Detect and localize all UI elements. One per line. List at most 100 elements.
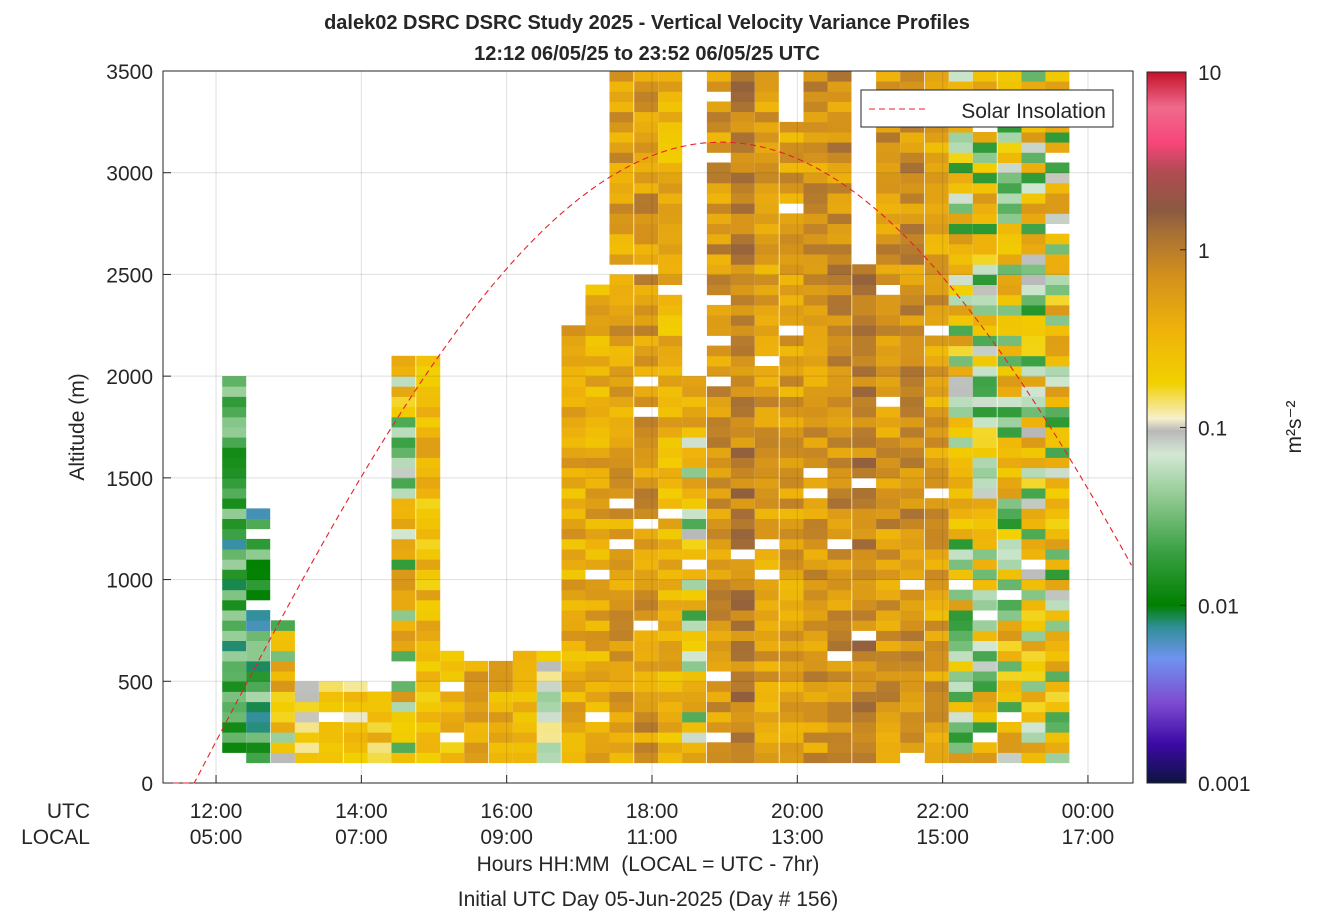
heatmap-cell xyxy=(706,457,731,469)
heatmap-cell xyxy=(706,264,731,275)
heatmap-cell xyxy=(1045,732,1070,743)
heatmap-cell xyxy=(270,752,295,764)
colorbar-tick-label: 0.1 xyxy=(1198,418,1227,441)
heatmap-cell xyxy=(730,264,755,275)
heatmap-cell xyxy=(416,599,441,611)
heatmap-cell xyxy=(754,488,779,499)
heatmap-cell xyxy=(609,233,634,245)
heatmap-cell xyxy=(972,660,997,672)
heatmap-cell xyxy=(972,559,997,570)
heatmap-cell xyxy=(464,681,489,692)
heatmap-cell xyxy=(658,355,683,367)
heatmap-cell xyxy=(803,549,828,560)
heatmap-cell xyxy=(852,498,877,509)
heatmap-cell xyxy=(416,376,441,387)
heatmap-cell xyxy=(997,477,1022,489)
heatmap-cell xyxy=(634,579,659,591)
heatmap-cell xyxy=(827,376,852,387)
heatmap-cell xyxy=(997,620,1022,631)
heatmap-cell xyxy=(876,142,901,153)
heatmap-cell xyxy=(852,457,877,469)
heatmap-cell xyxy=(682,660,707,672)
heatmap-cell xyxy=(827,711,852,723)
heatmap-cell xyxy=(900,488,925,499)
heatmap-cell xyxy=(852,467,877,479)
heatmap-cell xyxy=(1045,447,1070,458)
heatmap-cell xyxy=(1021,681,1046,692)
heatmap-cell xyxy=(416,528,441,540)
heatmap-cell xyxy=(827,152,852,163)
heatmap-cell xyxy=(948,223,973,235)
heatmap-cell xyxy=(634,111,659,123)
heatmap-cell xyxy=(948,396,973,408)
heatmap-cell xyxy=(779,304,804,316)
heatmap-cell xyxy=(294,742,319,753)
heatmap-cell xyxy=(246,640,271,652)
heatmap-cell xyxy=(488,742,513,753)
heatmap-cell xyxy=(900,457,925,469)
heatmap-cell xyxy=(416,742,441,753)
heatmap-cell xyxy=(852,538,877,550)
heatmap-cell xyxy=(658,376,683,387)
heatmap-cell xyxy=(658,427,683,438)
heatmap-cell xyxy=(876,335,901,347)
heatmap-cell xyxy=(1021,457,1046,469)
heatmap-cell xyxy=(924,722,949,733)
heatmap-cell xyxy=(391,498,416,509)
heatmap-cell xyxy=(779,528,804,540)
heatmap-cell xyxy=(852,366,877,377)
legend-label: Solar Insolation xyxy=(961,100,1106,123)
heatmap-cell xyxy=(1021,233,1046,245)
heatmap-cell xyxy=(706,508,731,519)
x-tick-label-utc: 18:00 xyxy=(626,800,679,823)
heatmap-cell xyxy=(222,701,247,713)
heatmap-cell xyxy=(222,457,247,469)
heatmap-cell xyxy=(658,193,683,204)
heatmap-cell xyxy=(561,549,586,560)
heatmap-cell xyxy=(948,437,973,448)
heatmap-cell xyxy=(634,732,659,743)
heatmap-cell xyxy=(900,366,925,377)
heatmap-cell xyxy=(609,599,634,611)
heatmap-cell xyxy=(876,508,901,519)
heatmap-cell xyxy=(803,732,828,743)
heatmap-cell xyxy=(391,681,416,692)
heatmap-cell xyxy=(754,142,779,153)
heatmap-cell xyxy=(658,447,683,458)
heatmap-cell xyxy=(706,132,731,143)
chart-subtitle: 12:12 06/05/25 to 23:52 06/05/25 UTC xyxy=(474,43,820,65)
heatmap-cell xyxy=(827,304,852,316)
heatmap-cell xyxy=(634,691,659,703)
heatmap-cell xyxy=(730,366,755,377)
heatmap-cell xyxy=(222,722,247,733)
heatmap-cell xyxy=(972,233,997,245)
heatmap-cell xyxy=(803,223,828,235)
heatmap-cell xyxy=(852,752,877,764)
heatmap-cell xyxy=(561,518,586,530)
colorbar-tick-label: 0.001 xyxy=(1198,773,1251,796)
heatmap-cell xyxy=(585,559,610,570)
heatmap-cell xyxy=(924,223,949,235)
heatmap-cell xyxy=(900,274,925,285)
heatmap-cell xyxy=(1045,569,1070,580)
heatmap-cell xyxy=(1045,325,1070,336)
heatmap-cell xyxy=(634,752,659,764)
heatmap-cell xyxy=(779,274,804,285)
heatmap-cell xyxy=(682,467,707,479)
heatmap-cell xyxy=(948,660,973,672)
heatmap-cell xyxy=(754,427,779,438)
heatmap-cell xyxy=(246,732,271,743)
heatmap-cell xyxy=(779,467,804,479)
heatmap-cell xyxy=(803,182,828,194)
heatmap-cell xyxy=(391,630,416,641)
heatmap-cell xyxy=(852,518,877,530)
heatmap-cell xyxy=(609,223,634,235)
heatmap-cell xyxy=(779,182,804,194)
heatmap-cell xyxy=(246,711,271,723)
heatmap-cell xyxy=(948,172,973,184)
heatmap-cell xyxy=(948,488,973,499)
heatmap-cell xyxy=(754,549,779,560)
heatmap-cell xyxy=(561,498,586,509)
heatmap-cell xyxy=(827,752,852,764)
heatmap-cell xyxy=(730,376,755,387)
